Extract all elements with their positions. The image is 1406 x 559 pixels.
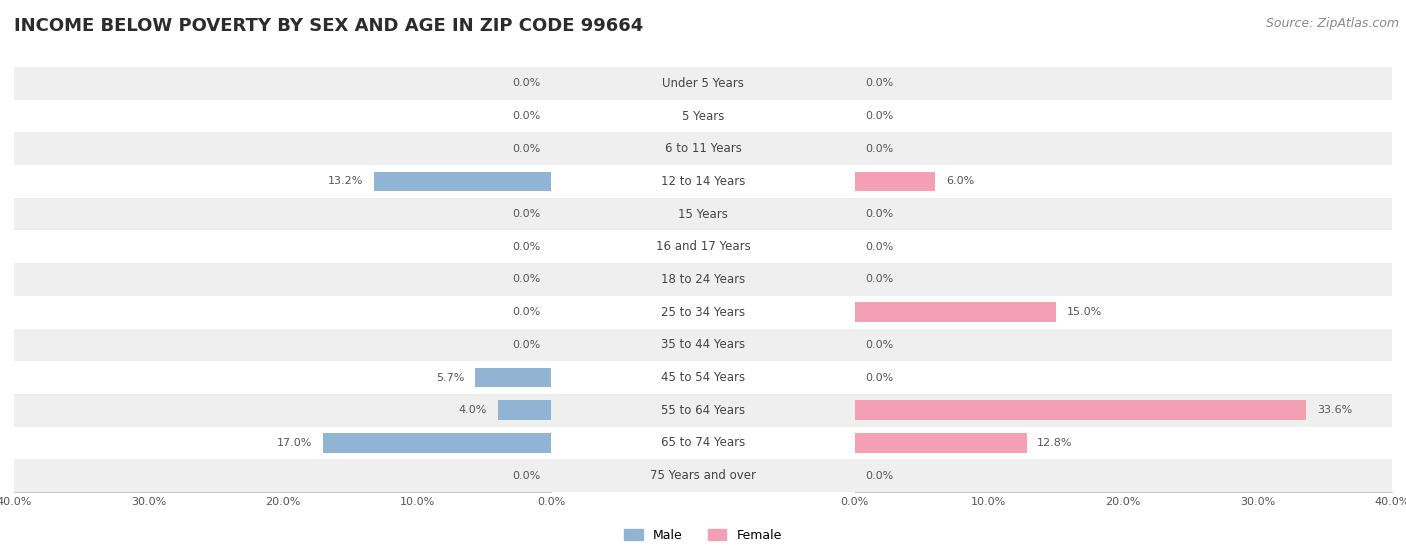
Bar bbox=[551, 459, 855, 492]
Bar bbox=[551, 394, 855, 427]
Bar bbox=[855, 394, 1392, 427]
Bar bbox=[14, 263, 551, 296]
Bar bbox=[14, 132, 551, 165]
Legend: Male, Female: Male, Female bbox=[619, 524, 787, 547]
Text: 17.0%: 17.0% bbox=[277, 438, 312, 448]
Bar bbox=[14, 67, 551, 100]
Bar bbox=[551, 67, 855, 100]
Text: 0.0%: 0.0% bbox=[865, 274, 894, 285]
Bar bbox=[14, 361, 551, 394]
Text: 0.0%: 0.0% bbox=[512, 471, 541, 481]
Text: 0.0%: 0.0% bbox=[512, 274, 541, 285]
Bar bbox=[551, 132, 855, 165]
Text: 0.0%: 0.0% bbox=[865, 242, 894, 252]
Bar bbox=[551, 361, 855, 394]
Bar bbox=[551, 329, 855, 361]
Bar bbox=[855, 302, 1056, 322]
Bar bbox=[855, 67, 1392, 100]
Text: 0.0%: 0.0% bbox=[865, 372, 894, 382]
Bar bbox=[855, 263, 1392, 296]
Text: 16 and 17 Years: 16 and 17 Years bbox=[655, 240, 751, 253]
Text: 25 to 34 Years: 25 to 34 Years bbox=[661, 306, 745, 319]
Bar bbox=[855, 361, 1392, 394]
Bar bbox=[551, 427, 855, 459]
Text: 15 Years: 15 Years bbox=[678, 207, 728, 221]
Text: 13.2%: 13.2% bbox=[328, 177, 363, 187]
Bar bbox=[14, 329, 551, 361]
Bar bbox=[551, 296, 855, 329]
Text: 5 Years: 5 Years bbox=[682, 110, 724, 122]
Text: 6 to 11 Years: 6 to 11 Years bbox=[665, 143, 741, 155]
Bar bbox=[14, 230, 551, 263]
Bar bbox=[855, 296, 1392, 329]
Text: Under 5 Years: Under 5 Years bbox=[662, 77, 744, 90]
Bar bbox=[855, 100, 1392, 132]
Bar bbox=[14, 165, 551, 198]
Bar bbox=[855, 459, 1392, 492]
Text: 45 to 54 Years: 45 to 54 Years bbox=[661, 371, 745, 384]
Bar bbox=[14, 296, 551, 329]
Bar bbox=[551, 263, 855, 296]
Bar bbox=[551, 230, 855, 263]
Bar bbox=[14, 198, 551, 230]
Text: 0.0%: 0.0% bbox=[512, 209, 541, 219]
Text: 0.0%: 0.0% bbox=[512, 144, 541, 154]
Bar bbox=[855, 329, 1392, 361]
Text: 5.7%: 5.7% bbox=[436, 372, 464, 382]
Text: 12 to 14 Years: 12 to 14 Years bbox=[661, 175, 745, 188]
Text: 55 to 64 Years: 55 to 64 Years bbox=[661, 404, 745, 416]
Bar bbox=[14, 459, 551, 492]
Bar bbox=[551, 100, 855, 132]
Text: 4.0%: 4.0% bbox=[458, 405, 486, 415]
Text: 0.0%: 0.0% bbox=[865, 111, 894, 121]
Bar bbox=[855, 230, 1392, 263]
Text: 0.0%: 0.0% bbox=[512, 340, 541, 350]
Bar bbox=[551, 198, 855, 230]
Bar bbox=[855, 198, 1392, 230]
Bar bbox=[855, 132, 1392, 165]
Text: 15.0%: 15.0% bbox=[1067, 307, 1102, 317]
Bar bbox=[14, 427, 551, 459]
Text: 0.0%: 0.0% bbox=[512, 307, 541, 317]
Bar bbox=[551, 165, 855, 198]
Bar bbox=[323, 433, 551, 453]
Text: 65 to 74 Years: 65 to 74 Years bbox=[661, 437, 745, 449]
Text: 0.0%: 0.0% bbox=[865, 78, 894, 88]
Bar bbox=[498, 400, 551, 420]
Text: 0.0%: 0.0% bbox=[865, 340, 894, 350]
Text: 0.0%: 0.0% bbox=[512, 242, 541, 252]
Text: 18 to 24 Years: 18 to 24 Years bbox=[661, 273, 745, 286]
Text: 6.0%: 6.0% bbox=[946, 177, 974, 187]
Text: 0.0%: 0.0% bbox=[512, 111, 541, 121]
Bar bbox=[855, 165, 1392, 198]
Text: 0.0%: 0.0% bbox=[865, 144, 894, 154]
Bar bbox=[855, 433, 1026, 453]
Text: Source: ZipAtlas.com: Source: ZipAtlas.com bbox=[1265, 17, 1399, 30]
Bar bbox=[855, 427, 1392, 459]
Bar bbox=[14, 394, 551, 427]
Text: 0.0%: 0.0% bbox=[865, 471, 894, 481]
Text: 75 Years and over: 75 Years and over bbox=[650, 469, 756, 482]
Bar bbox=[475, 368, 551, 387]
Text: INCOME BELOW POVERTY BY SEX AND AGE IN ZIP CODE 99664: INCOME BELOW POVERTY BY SEX AND AGE IN Z… bbox=[14, 17, 644, 35]
Bar bbox=[374, 172, 551, 191]
Text: 33.6%: 33.6% bbox=[1316, 405, 1353, 415]
Text: 0.0%: 0.0% bbox=[865, 209, 894, 219]
Bar bbox=[855, 172, 935, 191]
Text: 12.8%: 12.8% bbox=[1038, 438, 1073, 448]
Text: 0.0%: 0.0% bbox=[512, 78, 541, 88]
Text: 35 to 44 Years: 35 to 44 Years bbox=[661, 338, 745, 352]
Bar bbox=[14, 100, 551, 132]
Bar bbox=[855, 400, 1306, 420]
